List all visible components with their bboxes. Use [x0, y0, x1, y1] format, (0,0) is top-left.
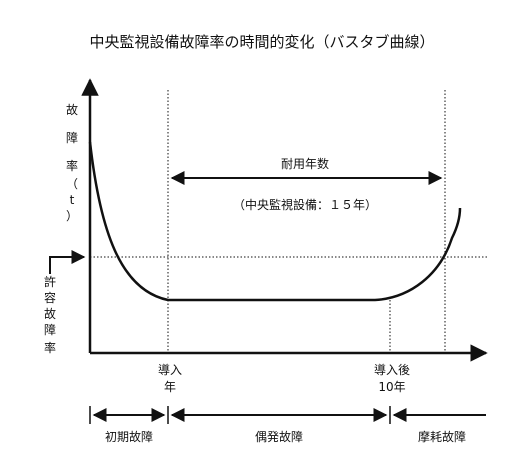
bathtub-curve	[88, 141, 462, 302]
allowable-rate-label: 許 容 故 障 率	[44, 275, 56, 355]
phase-initial-label: 初期故障	[105, 429, 153, 444]
allowable-rate-char: 率	[44, 340, 56, 355]
allowable-rate-pointer	[49, 250, 86, 274]
allowable-rate-char: 故	[44, 306, 56, 321]
install-year-label-1: 導入	[158, 363, 182, 377]
y-axis-label-char: 故	[66, 102, 78, 117]
allowable-rate-char: 許	[44, 275, 56, 289]
y-axis-label-char: 障	[66, 130, 78, 145]
after-10-year-label-2: 10年	[378, 380, 405, 394]
y-axis-label: 故 障 率 （ t ）	[66, 102, 78, 223]
allowable-rate-char: 障	[44, 322, 56, 337]
phase-random-label: 偶発故障	[255, 429, 303, 444]
y-axis-label-char: ）	[66, 209, 78, 223]
y-axis-label-char: t	[70, 193, 75, 207]
after-10-year-label-1: 導入後	[374, 363, 410, 377]
diagram-title: 中央監視設備故障率の時間的変化（バスタブ曲線）	[89, 33, 434, 51]
y-axis-label-char: （	[66, 177, 78, 191]
phase-wearout-label: 摩耗故障	[418, 429, 466, 444]
service-life-note: （中央監視設備：１５年）	[233, 197, 377, 212]
allowable-rate-char: 容	[44, 290, 56, 305]
install-year-label-2: 年	[164, 380, 176, 394]
service-life-label: 耐用年数	[281, 156, 329, 171]
y-axis-label-char: 率	[66, 158, 78, 173]
